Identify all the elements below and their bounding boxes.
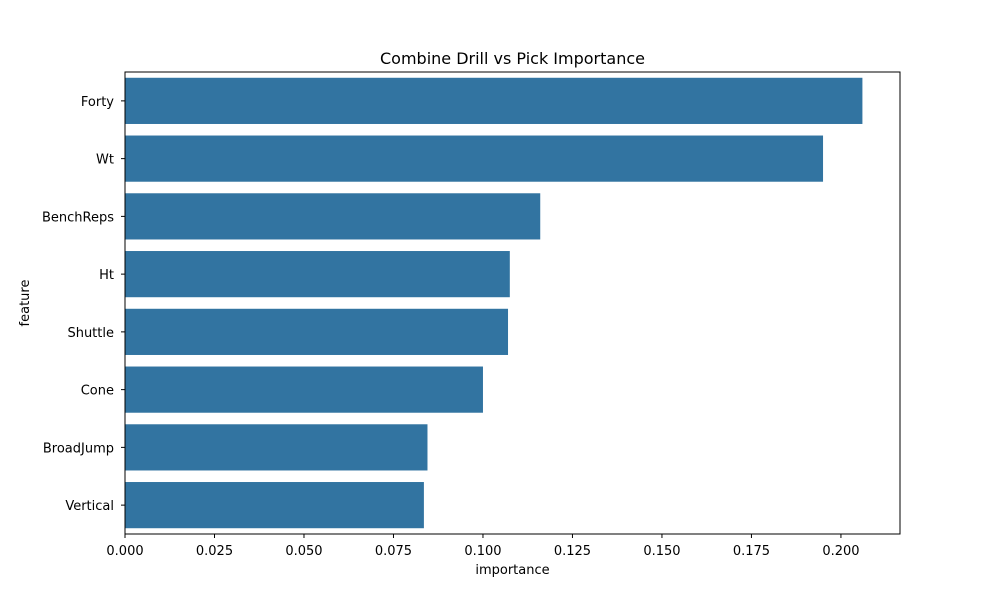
x-tick-label: 0.075 <box>375 544 412 559</box>
y-axis-label: feature <box>18 280 33 327</box>
x-tick-label: 0.125 <box>554 544 591 559</box>
x-axis-ticks: 0.000 0.025 0.050 0.075 0.100 0.125 0.150 0.175… <box>106 534 860 559</box>
bar-vertical <box>125 482 424 529</box>
y-tick-label: Ht <box>99 268 114 283</box>
x-tick-label: 0.150 <box>643 544 680 559</box>
y-tick-label: Forty <box>81 95 114 110</box>
x-tick-label: 0.000 <box>106 544 143 559</box>
bars-group <box>125 77 863 529</box>
bar-wt <box>125 135 824 182</box>
bar-forty <box>125 77 863 124</box>
bar-benchreps <box>125 193 541 240</box>
bar-cone <box>125 366 483 413</box>
y-axis-ticks: Forty Wt BenchReps Ht Shuttle Cone BroadJump Ve… <box>42 95 125 514</box>
y-tick-label: Vertical <box>65 499 114 514</box>
x-tick-label: 0.050 <box>285 544 322 559</box>
x-tick-label: 0.200 <box>822 544 859 559</box>
y-tick-label: Shuttle <box>67 326 114 341</box>
x-axis-label: importance <box>475 563 549 578</box>
bar-ht <box>125 251 510 298</box>
x-tick-label: 0.100 <box>464 544 501 559</box>
x-tick-label: 0.025 <box>196 544 233 559</box>
y-tick-label: Wt <box>96 153 114 168</box>
x-tick-label: 0.175 <box>733 544 770 559</box>
y-tick-label: Cone <box>81 384 114 399</box>
plot-frame <box>124 71 901 535</box>
y-tick-label: BenchReps <box>42 210 114 225</box>
bar-broadjump <box>125 424 428 471</box>
bar-shuttle <box>125 308 509 355</box>
chart-title: Combine Drill vs Pick Importance <box>380 49 645 68</box>
y-tick-label: BroadJump <box>43 441 114 456</box>
